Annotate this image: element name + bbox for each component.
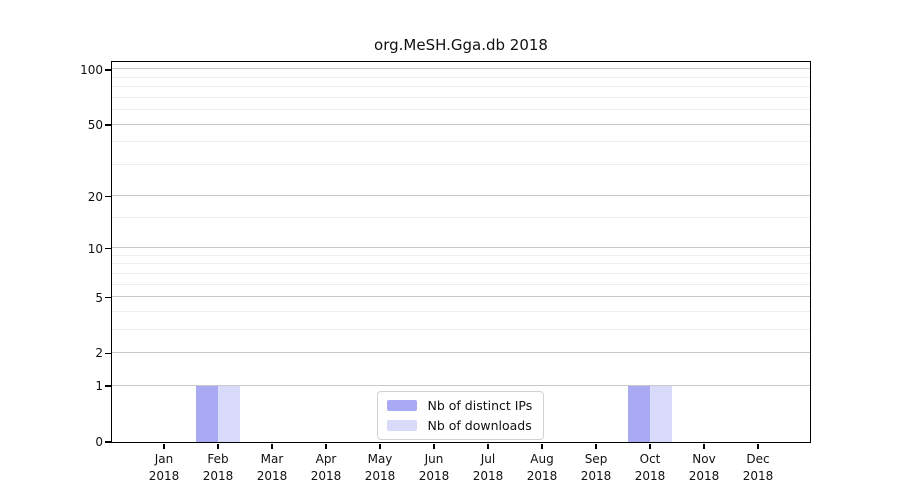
- major-gridline: [111, 123, 810, 125]
- x-tick-mark: [757, 443, 759, 449]
- y-tick-label: 10: [87, 241, 103, 256]
- major-gridline: [111, 247, 810, 249]
- bars: [112, 62, 810, 442]
- minor-gridline: [111, 272, 810, 274]
- major-gridline: [111, 384, 810, 386]
- major-gridline: [111, 351, 810, 353]
- x-tick-label: Jan 2018: [148, 452, 180, 483]
- x-tick-mark: [487, 443, 489, 449]
- legend-swatch: [386, 399, 417, 411]
- x-tick-label: Apr 2018: [310, 452, 342, 483]
- minor-gridline: [111, 217, 810, 219]
- plot-area: Nb of distinct IPs Nb of downloads: [110, 60, 811, 443]
- y-tick-mark: [104, 296, 111, 299]
- y-tick-mark: [104, 352, 111, 355]
- legend-item: Nb of distinct IPs: [386, 397, 533, 413]
- bar-downloads: [649, 385, 672, 442]
- x-tick-label: May 2018: [364, 452, 396, 483]
- minor-gridline: [111, 86, 810, 88]
- y-tick-label: 0: [95, 435, 103, 449]
- major-gridline: [111, 68, 810, 70]
- x-tick-mark: [217, 443, 219, 449]
- legend-swatch: [386, 419, 417, 431]
- y-tick-mark: [104, 385, 111, 387]
- y-tick-mark: [104, 441, 111, 443]
- minor-gridline: [111, 254, 810, 256]
- x-tick-mark: [379, 443, 381, 449]
- major-gridline: [111, 195, 810, 197]
- y-tick-label: 1: [95, 379, 103, 394]
- major-gridline: [111, 296, 810, 298]
- y-tick-label: 2: [95, 346, 103, 361]
- minor-gridline: [111, 141, 810, 143]
- minor-gridline: [111, 163, 810, 165]
- x-tick-mark: [541, 443, 543, 449]
- minor-gridline: [111, 328, 810, 330]
- bar-distinct-ips: [627, 385, 650, 442]
- x-tick-mark: [703, 443, 705, 449]
- y-tick-mark: [104, 247, 111, 250]
- x-tick-mark: [163, 443, 165, 449]
- x-tick-label: Jul 2018: [472, 452, 504, 483]
- x-tick-label: Nov 2018: [688, 452, 720, 483]
- legend: Nb of distinct IPs Nb of downloads: [376, 390, 545, 440]
- legend-item: Nb of downloads: [386, 417, 533, 433]
- x-tick-label: Oct 2018: [634, 452, 666, 483]
- x-tick-label: Feb 2018: [202, 452, 234, 483]
- x-tick-label: Jun 2018: [418, 452, 450, 483]
- minor-gridline: [111, 310, 810, 312]
- chart-title: org.MeSH.Gga.db 2018: [374, 36, 548, 54]
- x-tick-mark: [271, 443, 273, 449]
- y-tick-label: 50: [87, 118, 103, 133]
- x-tick-mark: [433, 443, 435, 449]
- legend-label: Nb of downloads: [427, 417, 532, 433]
- x-tick-mark: [649, 443, 651, 449]
- x-tick-mark: [595, 443, 597, 449]
- y-tick-mark: [104, 69, 111, 71]
- y-tick-mark: [104, 124, 111, 126]
- y-tick-label: 20: [87, 189, 103, 204]
- y-tick-label: 5: [95, 290, 103, 305]
- minor-gridline: [111, 263, 810, 265]
- x-tick-mark: [325, 443, 327, 449]
- y-tick-label: 100: [80, 62, 103, 77]
- x-tick-label: Dec 2018: [742, 452, 774, 483]
- minor-gridline: [111, 96, 810, 98]
- x-tick-label: Aug 2018: [526, 452, 558, 483]
- x-tick-label: Sep 2018: [580, 452, 612, 483]
- bar-downloads: [217, 385, 240, 442]
- y-tick-mark: [104, 195, 111, 198]
- minor-gridline: [111, 76, 810, 78]
- x-tick-label: Mar 2018: [256, 452, 288, 483]
- gridlines: [111, 62, 810, 442]
- minor-gridline: [111, 109, 810, 111]
- bar-distinct-ips: [195, 385, 218, 442]
- legend-label: Nb of distinct IPs: [427, 397, 533, 413]
- minor-gridline: [111, 283, 810, 285]
